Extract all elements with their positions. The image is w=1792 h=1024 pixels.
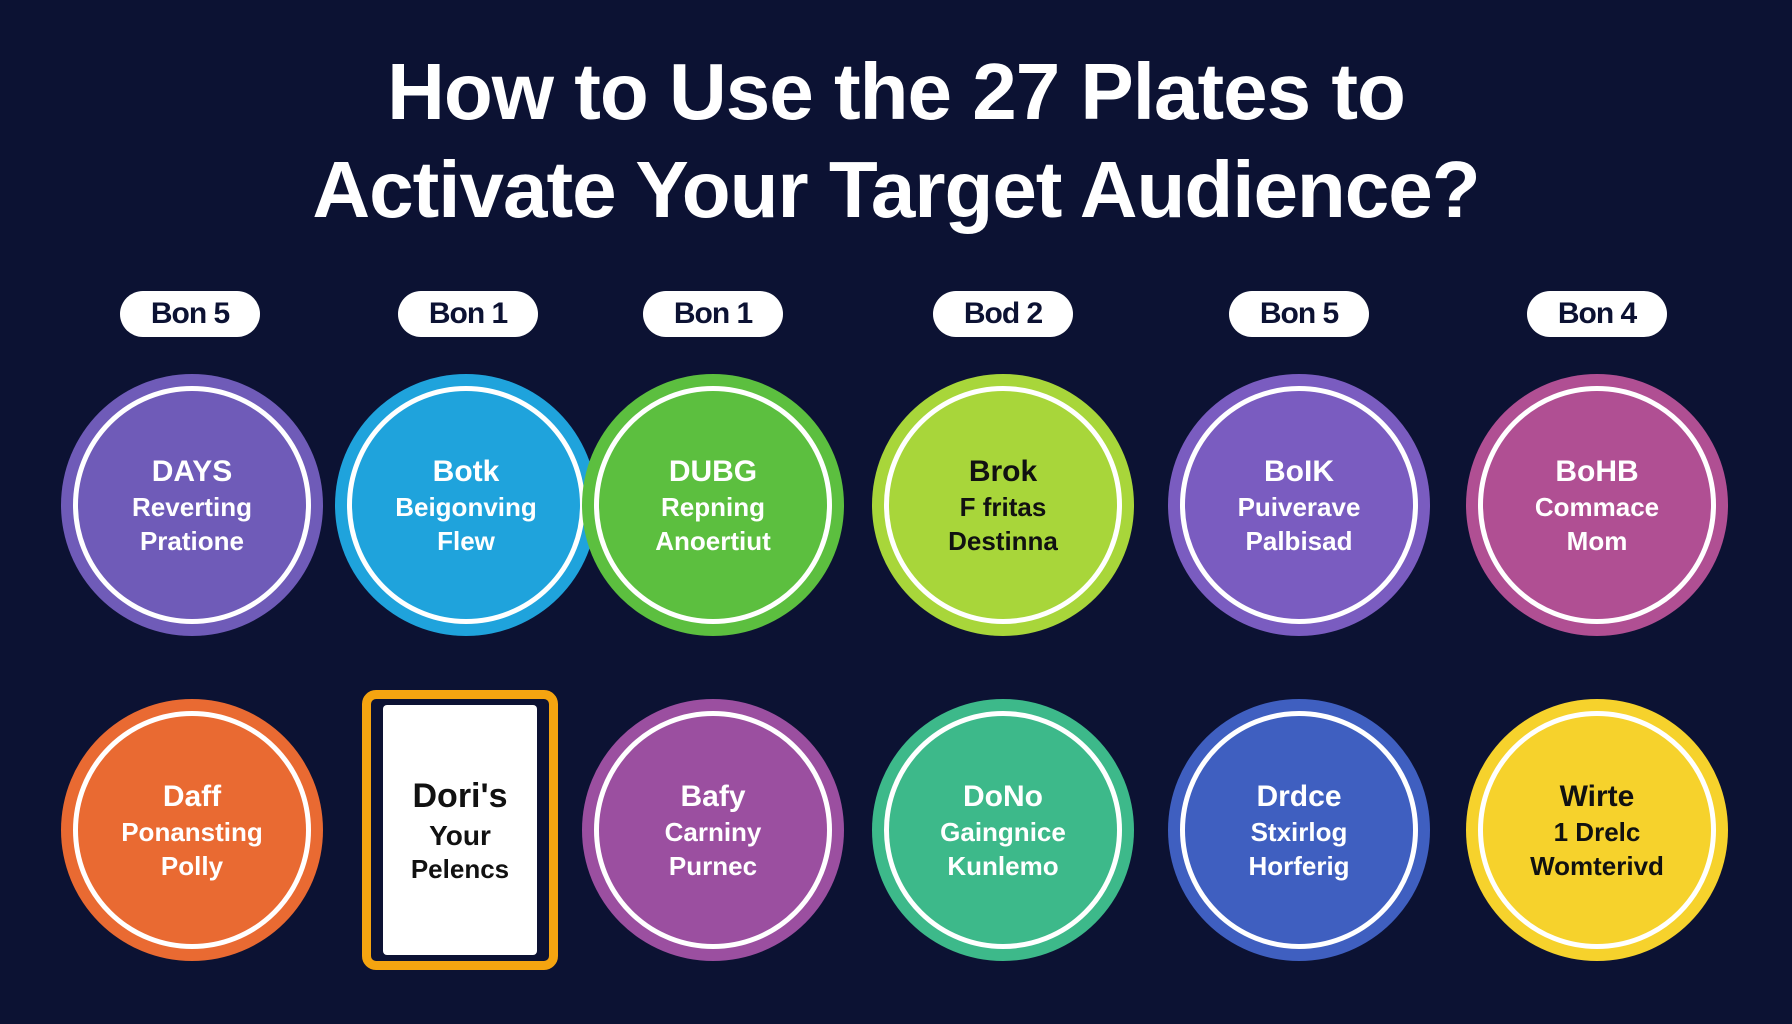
plate-line: Reverting <box>132 491 252 522</box>
plate-title: Botk <box>432 454 500 488</box>
book-card: Dori's Your Pelencs <box>362 690 558 970</box>
plate-title: Bafy <box>680 779 746 813</box>
plate-label: Bon 4 <box>1527 291 1667 337</box>
plate-title: Wirte <box>1559 779 1635 813</box>
plate-line: Commace <box>1534 491 1660 522</box>
plate: BoIK Puiverave Palbisad <box>1168 374 1430 636</box>
plate: Drdce Stxirlog Horferig <box>1168 699 1430 961</box>
plate-label: Bod 2 <box>933 291 1073 337</box>
plate-label: Bon 1 <box>643 291 783 337</box>
plate-line: Ponansting <box>121 816 263 847</box>
plate-line: Stxirlog <box>1250 816 1348 847</box>
plate-line: Gaingnice <box>940 816 1066 847</box>
plate: DAYS Reverting Pratione <box>61 374 323 636</box>
plate-title: DAYS <box>151 454 233 488</box>
plate-line: Flew <box>437 525 495 556</box>
plate-label: Bon 5 <box>120 291 260 337</box>
plate-title: BoHB <box>1555 454 1639 488</box>
plate-title: DoNo <box>963 779 1043 813</box>
plate: Wirte 1 Drelc Womterivd <box>1466 699 1728 961</box>
plate-line: Repning <box>660 491 765 522</box>
plate-line: Anoertiut <box>655 525 771 556</box>
plate: BoHB Commace Mom <box>1466 374 1728 636</box>
plate-line: Destinna <box>948 525 1058 556</box>
plate-title: Daff <box>162 779 222 813</box>
plate-line: Puiverave <box>1237 491 1361 522</box>
plate-line: Beigonving <box>395 491 537 522</box>
plate-line: Polly <box>160 850 224 881</box>
plate-line: Mom <box>1566 525 1628 556</box>
plate: DoNo Gaingnice Kunlemo <box>872 699 1134 961</box>
plate-line: 1 Drelc <box>1553 816 1641 847</box>
card-line: Your <box>429 819 491 851</box>
plate-line: F fritas <box>959 491 1047 522</box>
plate-label: Bon 5 <box>1229 291 1369 337</box>
plate: Bafy Carniny Purnec <box>582 699 844 961</box>
plate: Botk Beigonving Flew <box>335 374 597 636</box>
plate: Brok F fritas Destinna <box>872 374 1134 636</box>
plate: Daff Ponansting Polly <box>61 699 323 961</box>
plate-line: Purnec <box>668 850 758 881</box>
plate-title: Drdce <box>1256 779 1342 813</box>
card-line: Pelencs <box>410 853 510 884</box>
title-line-2: Activate Your Target Audience? <box>312 145 1480 234</box>
plate-line: Womterivd <box>1530 850 1664 881</box>
plate-line: Kunlemo <box>947 850 1059 881</box>
plate-line: Horferig <box>1248 850 1350 881</box>
title-line-1: How to Use the 27 Plates to <box>387 47 1406 136</box>
plate-line: Carniny <box>664 816 762 847</box>
plate-title: Brok <box>968 454 1038 488</box>
plate-title: DUBG <box>668 454 758 488</box>
plate-line: Pratione <box>139 525 244 556</box>
card-title: Dori's <box>412 777 508 815</box>
plate: DUBG Repning Anoertiut <box>582 374 844 636</box>
plate-title: BoIK <box>1264 454 1334 488</box>
plate-line: Palbisad <box>1245 525 1353 556</box>
plate-label: Bon 1 <box>398 291 538 337</box>
